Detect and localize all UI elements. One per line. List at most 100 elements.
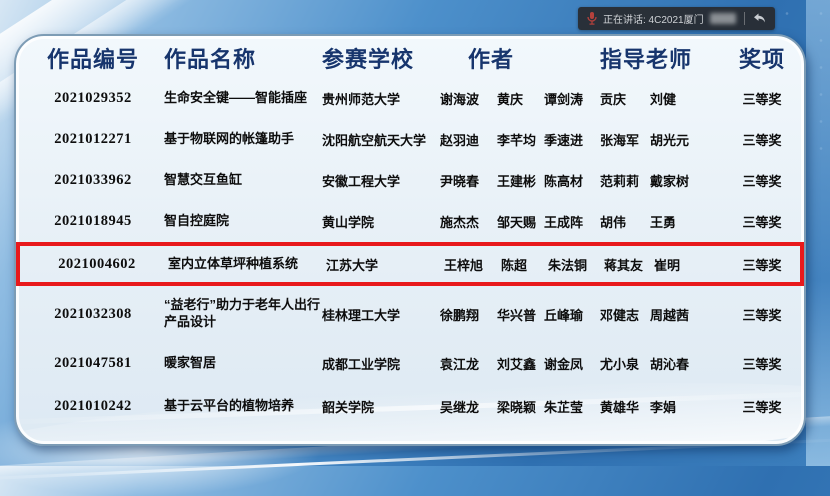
award: 三等奖: [742, 356, 782, 372]
work-id: 2021010242: [54, 397, 132, 414]
divider: [743, 12, 745, 25]
author: 吴继龙: [440, 399, 480, 415]
table-row: 2021047581 暖家智居 成都工业学院 袁江龙 刘艾鑫 谢金凤 尤小泉 胡…: [16, 342, 804, 384]
advisors: 邓健志 周越茜: [600, 305, 730, 324]
author: 丘峰瑜: [544, 307, 584, 323]
work-id: 2021004602: [58, 255, 136, 272]
advisor: 贡庆: [600, 92, 627, 107]
author: 陈高材: [544, 174, 584, 189]
work-name: “益老行”助力于老年人出行产品设计: [164, 297, 321, 329]
advisor: 周越茜: [650, 307, 690, 323]
author: 徐鹏翔: [440, 307, 480, 323]
background-decoration: [806, 0, 830, 466]
header-work-id: 作品编号: [46, 47, 139, 72]
authors: 徐鹏翔 华兴普 丘峰瑜: [440, 305, 600, 324]
award: 三等奖: [742, 133, 782, 148]
advisor: 戴家树: [650, 174, 690, 189]
advisor: 胡光元: [650, 133, 690, 148]
authors: 赵羽迪 李芊均 季速进: [440, 130, 600, 149]
table-row: 2021029352 生命安全键——智能插座 贵州师范大学 谢海波 黄庆 谭剑涛…: [16, 78, 804, 119]
advisor: 黄雄华: [600, 399, 640, 415]
school: 韶关学院: [322, 399, 375, 415]
author: 季速进: [544, 133, 584, 148]
table-row: 2021018945 智自控庭院 黄山学院 施杰杰 邹天赐 王成阵 胡伟 王勇 …: [16, 201, 804, 242]
work-id: 2021033962: [54, 172, 132, 188]
award: 三等奖: [742, 174, 782, 189]
speaker-icon: [587, 12, 597, 25]
authors: 谢海波 黄庆 谭剑涛: [440, 89, 600, 108]
table-row: 2021010242 基于云平台的植物培养 韶关学院 吴继龙 梁晓颖 朱芷莹 黄…: [16, 384, 804, 428]
award: 三等奖: [742, 92, 782, 107]
authors: 施杰杰 邹天赐 王成阵: [440, 212, 600, 231]
advisors: 蒋其友 崔明: [604, 255, 734, 274]
header-authors: 作者: [468, 47, 515, 72]
school: 沈阳航空航天大学: [322, 133, 427, 148]
school: 贵州师范大学: [322, 92, 401, 107]
advisor: 张海军: [600, 133, 640, 148]
author: 邹天赐: [497, 215, 537, 230]
author: 华兴普: [497, 307, 537, 323]
advisor: 王勇: [650, 215, 677, 230]
table-row: 2021032308 “益老行”助力于老年人出行产品设计 桂林理工大学 徐鹏翔 …: [16, 286, 804, 342]
work-id: 2021018945: [54, 213, 132, 229]
advisors: 尤小泉 胡沁春: [600, 354, 730, 373]
work-id: 2021029352: [54, 90, 132, 106]
table-row: 2021012271 基于物联网的帐篷助手 沈阳航空航天大学 赵羽迪 李芊均 季…: [16, 119, 804, 160]
authors: 吴继龙 梁晓颖 朱芷莹: [440, 397, 600, 416]
authors: 袁江龙 刘艾鑫 谢金凤: [440, 354, 600, 373]
school: 桂林理工大学: [322, 307, 401, 323]
authors: 尹晓春 王建彬 陈高材: [440, 171, 600, 190]
advisors: 张海军 胡光元: [600, 130, 730, 149]
work-id: 2021047581: [54, 354, 132, 371]
author: 朱芷莹: [544, 399, 584, 415]
header-work-name: 作品名称: [164, 47, 257, 72]
award: 三等奖: [742, 215, 782, 230]
table-body: 2021029352 生命安全键——智能插座 贵州师范大学 谢海波 黄庆 谭剑涛…: [16, 78, 804, 428]
author: 梁晓颖: [497, 399, 537, 415]
author: 尹晓春: [440, 174, 480, 189]
school: 安徽工程大学: [322, 174, 401, 189]
award: 三等奖: [742, 399, 782, 415]
header-advisors: 指导老师: [600, 47, 693, 72]
advisor: 邓健志: [600, 307, 640, 323]
advisors: 胡伟 王勇: [600, 212, 730, 231]
award: 三等奖: [742, 257, 782, 273]
work-name: 室内立体草坪种植系统: [168, 255, 299, 271]
author: 谭剑涛: [544, 92, 584, 107]
work-name: 基于云平台的植物培养: [164, 397, 295, 413]
speaking-label: 正在讲话: 4C2021厦门: [603, 15, 704, 26]
advisors: 贡庆 刘健: [600, 89, 730, 108]
work-name: 生命安全键——智能插座: [164, 90, 308, 106]
advisors: 范莉莉 戴家树: [600, 171, 730, 190]
redacted-name: [709, 13, 736, 24]
advisor: 李娟: [650, 399, 677, 415]
author: 黄庆: [497, 92, 524, 107]
table-header-row: 作品编号 作品名称 参赛学校 作者 指导老师 奖项: [16, 42, 804, 74]
school: 成都工业学院: [322, 356, 401, 372]
author: 王成阵: [544, 215, 584, 230]
advisor: 刘健: [650, 92, 677, 107]
author: 陈超: [501, 257, 528, 273]
author: 王建彬: [497, 174, 537, 189]
table-row-highlighted: 2021004602 室内立体草坪种植系统 江苏大学 王梓旭 陈超 朱法铜 蒋其…: [16, 242, 804, 286]
work-id: 2021032308: [54, 305, 132, 322]
awards-table-panel: 作品编号 作品名称 参赛学校 作者 指导老师 奖项 2021029352 生命安…: [14, 34, 806, 446]
work-name: 基于物联网的帐篷助手: [164, 131, 295, 147]
advisor: 胡沁春: [650, 356, 690, 372]
work-name: 智慧交互鱼缸: [164, 172, 243, 188]
table-row: 2021033962 智慧交互鱼缸 安徽工程大学 尹晓春 王建彬 陈高材 范莉莉…: [16, 160, 804, 201]
author: 赵羽迪: [440, 133, 480, 148]
school: 黄山学院: [322, 215, 375, 230]
award: 三等奖: [742, 307, 782, 323]
work-name: 智自控庭院: [164, 213, 230, 229]
author: 谢海波: [440, 92, 480, 107]
work-id: 2021012271: [54, 131, 132, 147]
reply-arrow-icon[interactable]: [753, 13, 766, 24]
author: 刘艾鑫: [497, 356, 537, 372]
advisor: 胡伟: [600, 215, 627, 230]
advisor: 崔明: [654, 257, 681, 273]
advisor: 蒋其友: [604, 257, 644, 273]
author: 朱法铜: [548, 257, 588, 273]
header-school: 参赛学校: [322, 47, 415, 72]
meeting-speaking-overlay: 正在讲话: 4C2021厦门: [578, 7, 775, 30]
